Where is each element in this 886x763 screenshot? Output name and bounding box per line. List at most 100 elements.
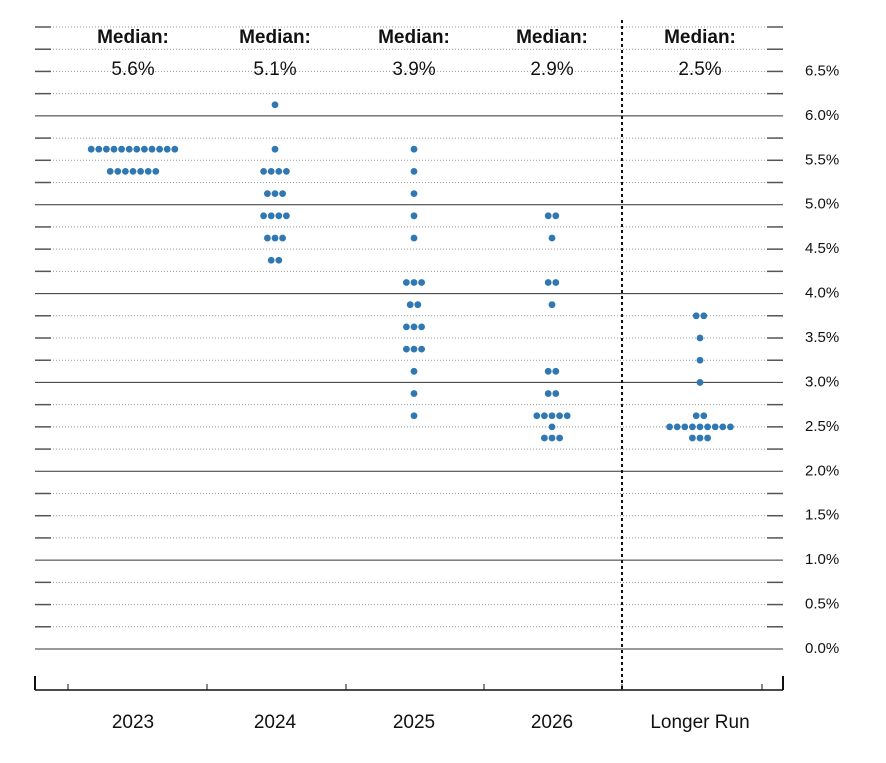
dot bbox=[410, 345, 418, 353]
dot bbox=[548, 423, 556, 431]
y-tick-label: 4.0% bbox=[805, 285, 839, 302]
median-value: 3.9% bbox=[392, 59, 435, 80]
dot bbox=[283, 167, 290, 175]
y-tick-label: 4.5% bbox=[805, 240, 839, 257]
dot bbox=[552, 279, 560, 286]
dot bbox=[156, 145, 164, 153]
y-tick-label: 6.0% bbox=[805, 107, 839, 124]
dot bbox=[152, 167, 160, 175]
dot bbox=[689, 434, 696, 442]
y-tick-label: 3.5% bbox=[805, 329, 839, 346]
x-tick-label: 2025 bbox=[393, 712, 435, 733]
dot bbox=[279, 234, 286, 242]
dot bbox=[696, 434, 704, 442]
dot bbox=[271, 234, 279, 242]
dot bbox=[533, 412, 541, 420]
median-value: 2.5% bbox=[678, 59, 721, 80]
dot bbox=[548, 412, 556, 420]
dot bbox=[418, 345, 425, 353]
x-tick-label: Longer Run bbox=[650, 712, 749, 733]
dot bbox=[544, 367, 552, 375]
dot bbox=[541, 434, 548, 442]
dot bbox=[552, 367, 560, 375]
dot bbox=[692, 312, 700, 320]
dot bbox=[414, 301, 422, 309]
dot bbox=[148, 145, 156, 153]
dot bbox=[410, 167, 418, 175]
dot bbox=[727, 423, 734, 431]
dot bbox=[696, 423, 704, 431]
dot bbox=[410, 212, 418, 220]
dot bbox=[696, 379, 704, 386]
dot bbox=[681, 423, 689, 431]
dot bbox=[552, 212, 560, 220]
dot bbox=[133, 145, 141, 153]
dot bbox=[264, 234, 271, 242]
y-tick-label: 0.0% bbox=[805, 640, 839, 657]
dot bbox=[271, 145, 279, 153]
y-tick-label: 5.5% bbox=[805, 151, 839, 168]
dot bbox=[137, 167, 145, 175]
y-tick-label: 2.5% bbox=[805, 418, 839, 435]
dot bbox=[110, 145, 118, 153]
dot bbox=[552, 390, 560, 397]
dot bbox=[418, 323, 425, 331]
dot bbox=[700, 312, 708, 320]
dot bbox=[125, 145, 133, 153]
dot bbox=[271, 190, 279, 198]
dot bbox=[410, 190, 418, 198]
dot bbox=[144, 167, 152, 175]
median-value: 5.1% bbox=[253, 59, 296, 80]
dot bbox=[410, 234, 418, 242]
median-value: 5.6% bbox=[111, 59, 154, 80]
dot bbox=[410, 390, 418, 397]
median-heading: Median: bbox=[378, 27, 450, 48]
dot bbox=[544, 279, 552, 286]
dot bbox=[418, 279, 425, 286]
dot bbox=[275, 256, 283, 264]
y-tick-label: 0.5% bbox=[805, 596, 839, 613]
dot bbox=[673, 423, 681, 431]
median-heading: Median: bbox=[516, 27, 588, 48]
dot bbox=[141, 145, 148, 153]
dot bbox=[129, 167, 137, 175]
dot bbox=[114, 167, 122, 175]
dot bbox=[556, 412, 563, 420]
dot bbox=[548, 301, 556, 309]
dot bbox=[544, 212, 552, 220]
dot bbox=[410, 279, 418, 286]
dot bbox=[267, 212, 275, 220]
dot bbox=[410, 412, 418, 420]
dot bbox=[260, 212, 267, 220]
dot bbox=[275, 167, 283, 175]
dot bbox=[548, 434, 556, 442]
y-tick-label: 3.0% bbox=[805, 373, 839, 390]
dot bbox=[711, 423, 719, 431]
median-heading: Median: bbox=[239, 27, 311, 48]
median-heading: Median: bbox=[664, 27, 736, 48]
dot bbox=[271, 101, 279, 109]
y-tick-label: 6.5% bbox=[805, 62, 839, 79]
x-tick-label: 2024 bbox=[254, 712, 297, 733]
dot bbox=[692, 412, 700, 420]
x-tick-label: 2026 bbox=[531, 712, 573, 733]
dot bbox=[275, 212, 283, 220]
median-heading: Median: bbox=[97, 27, 169, 48]
dot bbox=[403, 323, 410, 331]
y-tick-label: 5.0% bbox=[805, 196, 839, 213]
dot bbox=[544, 390, 552, 397]
dot bbox=[283, 212, 290, 220]
y-tick-label: 2.0% bbox=[805, 462, 839, 479]
dot bbox=[719, 423, 727, 431]
dot bbox=[122, 167, 129, 175]
dot bbox=[267, 167, 275, 175]
dot bbox=[403, 279, 410, 286]
x-tick-label: 2023 bbox=[112, 712, 154, 733]
dot bbox=[171, 145, 179, 153]
dot bbox=[556, 434, 563, 442]
dot bbox=[260, 167, 267, 175]
dot bbox=[666, 423, 673, 431]
dot bbox=[403, 345, 410, 353]
